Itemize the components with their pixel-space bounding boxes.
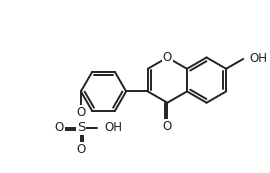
Text: S: S bbox=[77, 121, 85, 134]
Text: O: O bbox=[163, 120, 172, 133]
Text: OH: OH bbox=[249, 52, 267, 65]
Text: O: O bbox=[76, 143, 86, 156]
Text: O: O bbox=[163, 51, 172, 64]
Text: O: O bbox=[55, 121, 64, 134]
Text: O: O bbox=[76, 106, 86, 119]
Text: OH: OH bbox=[104, 121, 123, 134]
